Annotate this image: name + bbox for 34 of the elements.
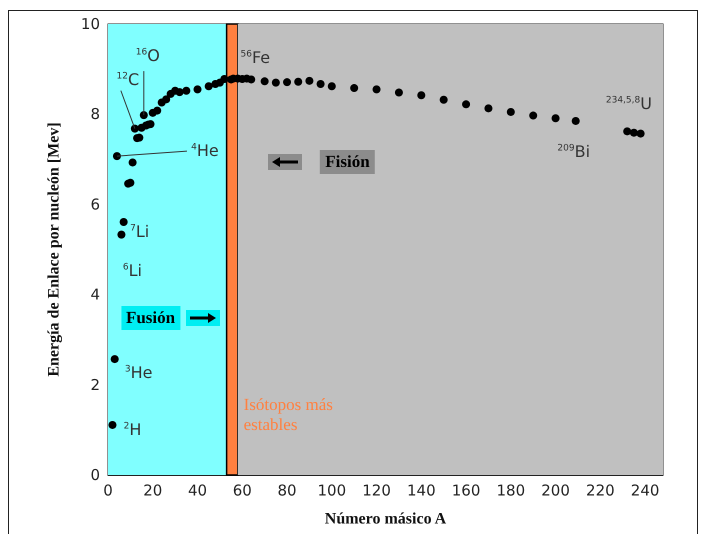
annotation: $^{3}$He xyxy=(124,363,153,382)
annotation: $^{2}$H xyxy=(124,420,142,439)
x-tick-label: 240 xyxy=(630,482,660,500)
y-tick-label: 6 xyxy=(90,195,100,214)
x-tick-label: 120 xyxy=(362,482,391,500)
x-tick-label: 200 xyxy=(541,482,570,500)
y-tick-label: 0 xyxy=(90,466,100,484)
annotation: $^{12}$C xyxy=(116,70,140,89)
x-tick-label: 100 xyxy=(317,482,346,500)
y-tick-label: 10 xyxy=(80,15,100,33)
y-tick-label: 2 xyxy=(90,376,100,394)
x-tick-label: 180 xyxy=(496,482,526,500)
x-tick-label: 160 xyxy=(452,482,480,500)
x-tick-label: 0 xyxy=(103,482,113,500)
y-axis-title: Energía de Enlace por nucleón [Mev] xyxy=(46,122,62,377)
y-tick-label: 4 xyxy=(90,286,100,304)
annotation: $^{16}$O xyxy=(136,46,160,66)
band-label: Isótopos más estables xyxy=(244,394,338,434)
x-tick-label: 60 xyxy=(232,482,252,500)
x-tick-label: 40 xyxy=(188,482,208,500)
annotation: $^{7}$Li xyxy=(130,222,150,241)
annotation: $^{6}$Li xyxy=(122,260,142,280)
annotation: $^{4}$He xyxy=(191,141,219,160)
x-tick-label: 80 xyxy=(277,482,297,500)
annotation: $^{56}$Fe xyxy=(240,48,270,67)
x-tick-label: 220 xyxy=(586,482,615,500)
annotation: Fisión xyxy=(320,150,375,174)
x-axis-title: Número másico A xyxy=(324,510,447,528)
annotation: $^{234,5,8}$U xyxy=(606,94,652,113)
annotation: $^{209}$Bi xyxy=(557,142,590,161)
y-tick-label: 8 xyxy=(90,105,100,124)
x-tick-label: 20 xyxy=(143,482,162,500)
x-tick-label: 140 xyxy=(406,482,436,500)
annotation: Fusión xyxy=(120,306,180,330)
